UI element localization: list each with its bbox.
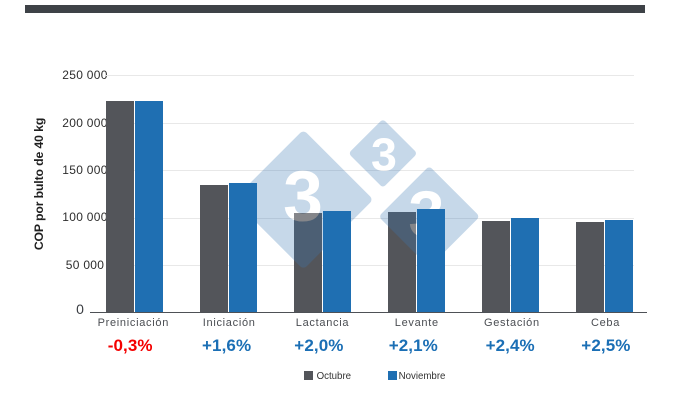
svg-text:3: 3 <box>371 129 397 181</box>
svg-text:3: 3 <box>283 157 323 237</box>
